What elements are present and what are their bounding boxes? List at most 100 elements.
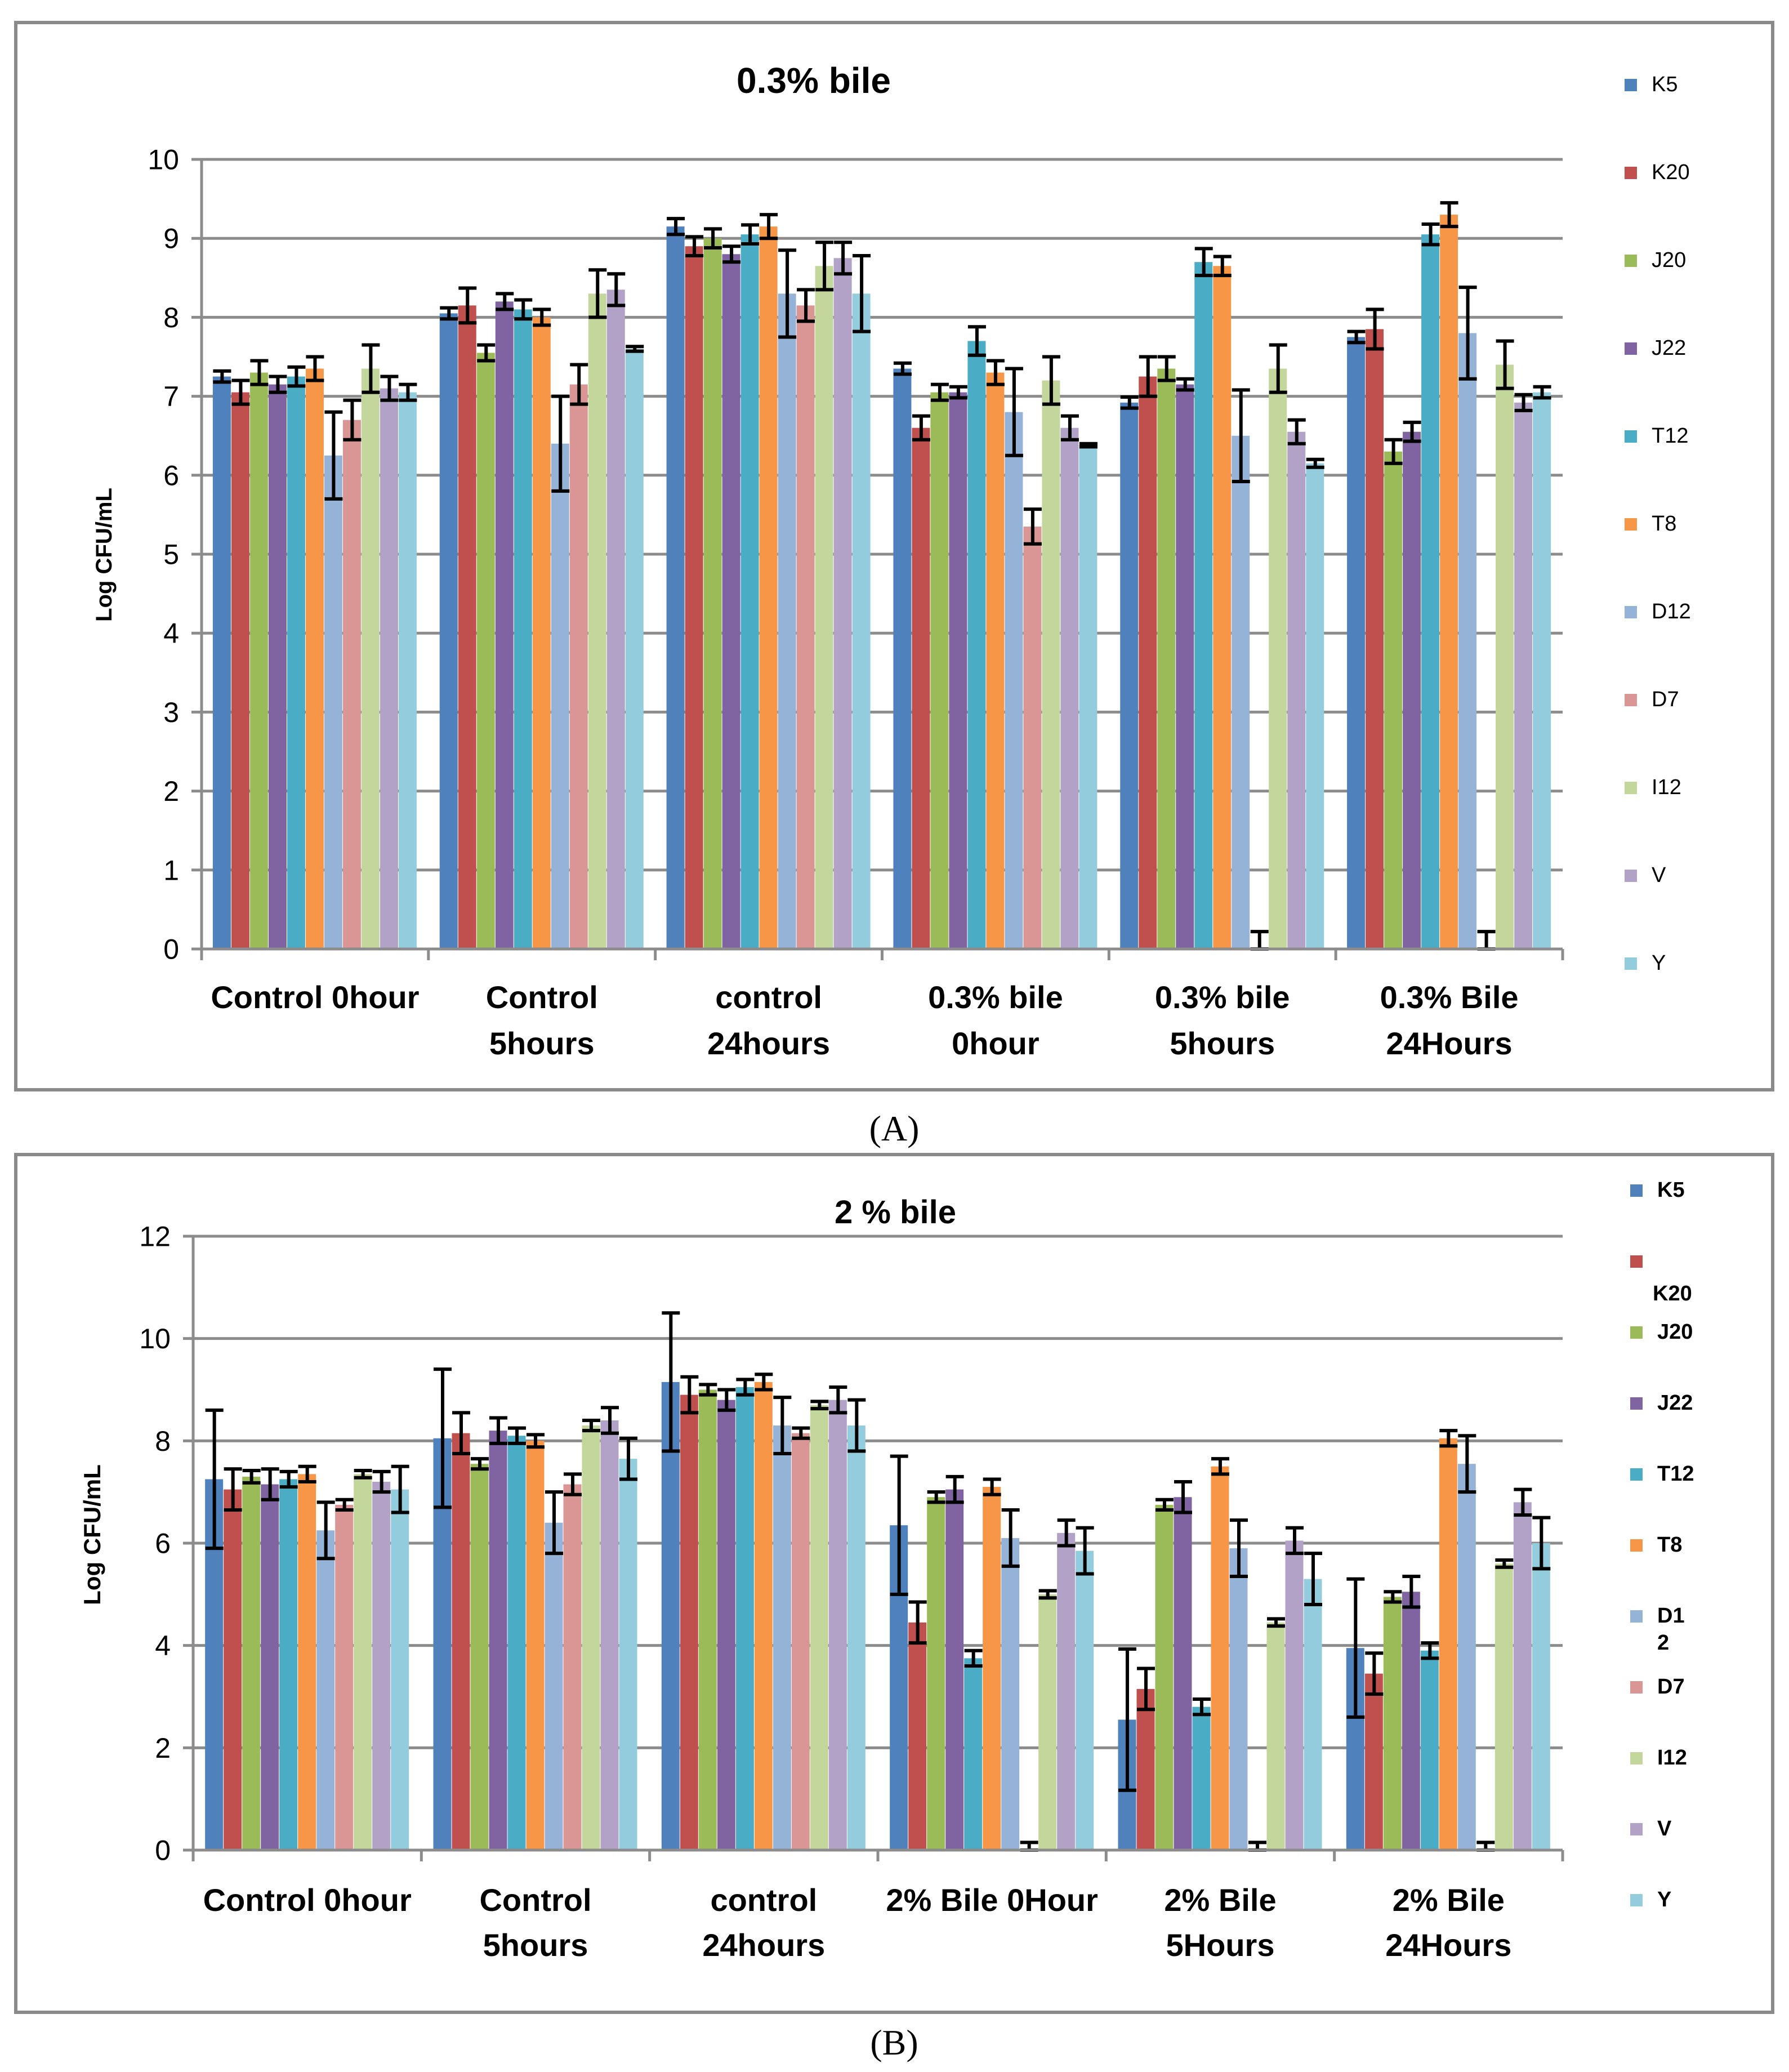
bar-y-5 [1532, 1543, 1550, 1850]
error-bar-i12-1 [582, 1419, 600, 1433]
error-bar-j20-5 [1384, 438, 1403, 465]
bar-y-4 [1306, 463, 1324, 949]
error-bar-j22-4 [1174, 1480, 1192, 1514]
bar-k5-2 [661, 1382, 680, 1850]
error-bar-d7-3 [1023, 507, 1042, 546]
legend-label-d7: D7 [1657, 1675, 1685, 1699]
bar-y-0 [391, 1489, 409, 1850]
bar-t8-0 [305, 368, 324, 949]
error-bar-v-1 [601, 1406, 619, 1435]
x-category-label: 2% Bile 0Hour [886, 1882, 1098, 1918]
error-bar-d12-1 [545, 1490, 563, 1556]
bar-y-4 [1304, 1579, 1322, 1850]
bar-k20-3 [912, 427, 930, 949]
y-tick-label: 5 [163, 539, 179, 571]
bar-j20-0 [249, 372, 268, 949]
error-bar-y-1 [619, 1436, 637, 1481]
error-bar-y-5 [1532, 1516, 1551, 1571]
error-bar-j22-5 [1402, 1575, 1421, 1609]
error-bar-y-0 [399, 382, 417, 402]
bar-t8-5 [1439, 1438, 1457, 1850]
error-bar-d12-5 [1458, 286, 1477, 381]
bar-j20-2 [703, 238, 722, 950]
error-bar-j20-3 [927, 1490, 945, 1504]
bar-t12-1 [514, 309, 532, 949]
error-bar-k20-2 [680, 1375, 699, 1415]
bar-v-2 [828, 1400, 847, 1850]
bar-d7-3 [1023, 526, 1042, 949]
legend-swatch-d7 [1630, 1681, 1643, 1694]
x-category-label: 2% Bile [1393, 1882, 1505, 1918]
error-bar-t12-4 [1193, 1697, 1211, 1717]
legend-label-t12: T12 [1657, 1462, 1694, 1486]
legend-swatch-i12 [1625, 782, 1637, 794]
panel-b-label: (B) [870, 2022, 918, 2062]
error-bar-k20-3 [912, 414, 930, 442]
error-bar-j22-1 [489, 1416, 507, 1445]
error-bar-j20-2 [704, 227, 722, 250]
error-bar-d12-1 [551, 394, 570, 493]
bar-j22-5 [1402, 1592, 1420, 1850]
bar-j20-1 [470, 1464, 489, 1850]
error-bar-i12-0 [362, 343, 380, 394]
bar-d12-1 [545, 1522, 563, 1850]
bar-d12-0 [324, 455, 342, 949]
error-bar-t8-5 [1439, 1429, 1458, 1448]
error-bar-k20-2 [685, 235, 704, 258]
error-bar-v-1 [607, 272, 626, 308]
error-bar-i12-4 [1267, 1617, 1285, 1628]
error-bar-k5-2 [662, 1311, 680, 1453]
error-bar-j22-4 [1176, 377, 1194, 392]
error-bar-t12-1 [508, 1426, 526, 1445]
x-category-label: 24Hours [1386, 1026, 1513, 1061]
bar-k5-5 [1347, 337, 1366, 950]
bar-y-3 [1079, 445, 1098, 949]
error-bar-k5-3 [890, 1454, 908, 1596]
y-tick-label: 2 [155, 1732, 171, 1764]
x-category-label: Control [479, 1882, 591, 1918]
bar-t8-3 [986, 372, 1005, 949]
panel-a-label: (A) [869, 1108, 920, 1148]
error-bar-t8-1 [533, 308, 551, 327]
bar-d7-0 [335, 1504, 354, 1850]
legend-label-d12: 2 [1657, 1631, 1669, 1655]
error-bar-t8-4 [1213, 255, 1232, 278]
error-bar-t12-3 [967, 325, 986, 357]
bar-y-2 [852, 293, 871, 949]
bar-i12-5 [1494, 1563, 1513, 1850]
bar-v-3 [1060, 427, 1079, 949]
error-bar-i12-5 [1495, 1558, 1514, 1569]
bar-k20-5 [1366, 329, 1384, 950]
bar-i12-3 [1042, 380, 1060, 949]
bar-d7-1 [569, 384, 588, 949]
bar-t8-3 [983, 1487, 1001, 1850]
bar-j20-4 [1157, 368, 1176, 949]
bar-d12-2 [773, 1425, 791, 1850]
bar-k5-2 [666, 226, 685, 949]
error-bar-d12-0 [316, 1500, 335, 1561]
bar-d7-1 [563, 1484, 582, 1850]
bar-v-5 [1513, 1502, 1532, 1850]
error-bar-k20-4 [1139, 355, 1157, 398]
error-bar-j20-4 [1157, 355, 1176, 382]
bar-i12-0 [361, 368, 380, 949]
y-tick-label: 4 [163, 618, 179, 649]
error-bar-j22-3 [945, 1474, 964, 1504]
legend-swatch-v [1630, 1823, 1643, 1835]
bar-t8-4 [1211, 1466, 1229, 1850]
error-bar-j22-0 [269, 375, 287, 394]
legend-swatch-t12 [1630, 1468, 1643, 1481]
legend-label-k20: K20 [1652, 161, 1690, 184]
error-bar-k5-1 [434, 1367, 452, 1509]
bar-v-0 [372, 1482, 391, 1850]
bar-d12-3 [1001, 1538, 1020, 1850]
error-bar-i12-1 [588, 268, 607, 319]
error-bar-j20-0 [250, 359, 269, 386]
x-category-label: Control 0hour [211, 979, 419, 1015]
error-bar-y-4 [1306, 457, 1324, 469]
x-category-label: 5hours [489, 1026, 595, 1061]
error-bar-k5-0 [205, 1408, 224, 1550]
bar-v-3 [1057, 1532, 1076, 1850]
legend-swatch-j22 [1625, 342, 1637, 355]
error-bar-t12-1 [514, 298, 533, 321]
